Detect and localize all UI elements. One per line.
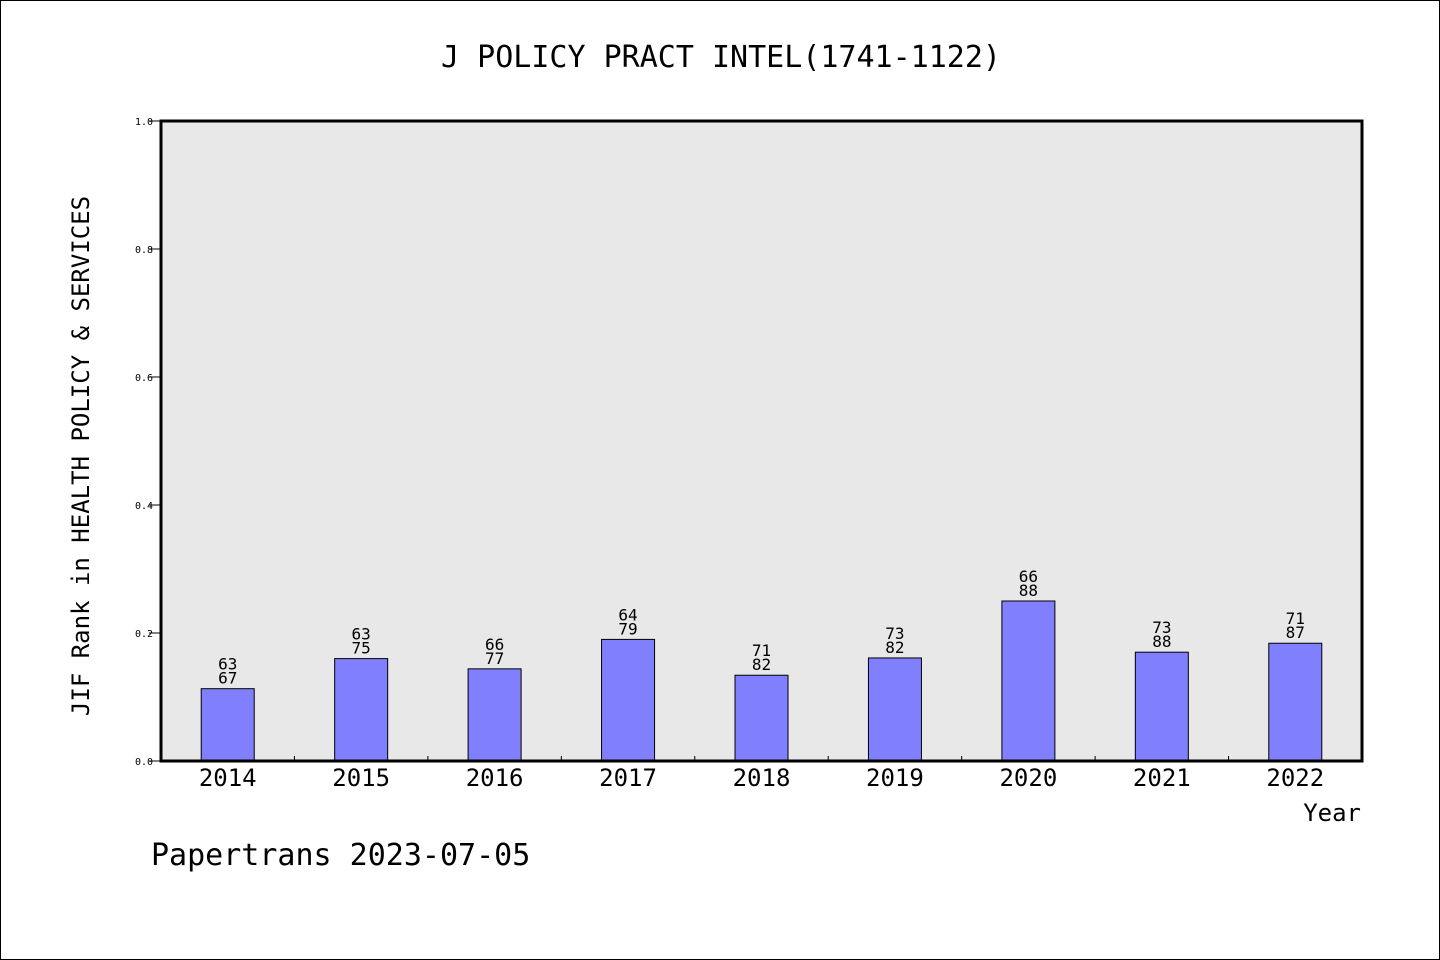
bar-2015: [334, 658, 389, 762]
bars-group: [200, 600, 1323, 762]
bar-label-bottom-2019: 82: [885, 638, 904, 657]
bar-label-bottom-2020: 88: [1019, 581, 1038, 600]
x-axis-ticks: 2014 2015 2016 2017 2018 2019 2020 2021 2022: [199, 756, 1324, 792]
y-axis-ticks: 0.0 0.2 0.4 0.6 0.8 1.0: [135, 117, 161, 768]
x-tick-label-2020: 2020: [999, 764, 1057, 792]
y-tick-label-0.6: 0.6: [135, 373, 153, 384]
x-tick-label-2016: 2016: [466, 764, 524, 792]
bar-2016: [467, 668, 522, 762]
bar-2021: [1134, 651, 1189, 762]
bar-label-bottom-2018: 82: [752, 655, 771, 674]
x-tick-label-2022: 2022: [1266, 764, 1324, 792]
y-tick-label-0.2: 0.2: [135, 629, 153, 640]
bar-label-top-2017: 64: [618, 605, 637, 624]
bar-label-bottom-2022: 87: [1286, 623, 1305, 642]
bar-2017: [601, 638, 656, 762]
y-tick-label-0.0: 0.0: [135, 757, 153, 768]
chart-title: J POLICY PRACT INTEL(1741-1122): [441, 40, 1001, 75]
bar-label-top-2019: 73: [885, 624, 904, 643]
bar-2014: [200, 688, 255, 762]
bar-label-bottom-2015: 75: [352, 639, 371, 658]
plot-frame: [159, 119, 1364, 763]
footer-watermark: Papertrans 2023-07-05: [151, 838, 530, 873]
x-tick-label-2021: 2021: [1133, 764, 1191, 792]
bar-label-top-2021: 73: [1152, 618, 1171, 637]
bar-label-bottom-2017: 79: [618, 619, 637, 638]
x-tick-label-2017: 2017: [599, 764, 657, 792]
bar-2020: [1001, 600, 1056, 762]
bar-label-bottom-2014: 67: [218, 669, 237, 688]
x-tick-label-2015: 2015: [332, 764, 390, 792]
x-axis-label: Year: [1303, 799, 1361, 827]
y-tick-label-1.0: 1.0: [135, 117, 153, 128]
bar-label-top-2018: 71: [752, 641, 771, 660]
x-tick-label-2014: 2014: [199, 764, 257, 792]
bar-label-top-2022: 71: [1286, 609, 1305, 628]
x-tick-label-2018: 2018: [733, 764, 791, 792]
bar-2022: [1268, 642, 1323, 762]
bar-label-bottom-2021: 88: [1152, 632, 1171, 651]
bar-label-top-2016: 66: [485, 635, 504, 654]
y-tick-label-0.8: 0.8: [135, 245, 153, 256]
bar-2019: [867, 657, 922, 762]
bar-label-top-2014: 63: [218, 655, 237, 674]
y-tick-label-0.4: 0.4: [135, 501, 153, 512]
bar-label-top-2015: 63: [352, 625, 371, 644]
bar-label-bottom-2016: 77: [485, 649, 504, 668]
bar-label-top-2020: 66: [1019, 567, 1038, 586]
y-axis-label: JIF Rank in HEALTH POLICY & SERVICES: [67, 196, 95, 716]
x-tick-label-2019: 2019: [866, 764, 924, 792]
bar-2018: [734, 674, 789, 762]
